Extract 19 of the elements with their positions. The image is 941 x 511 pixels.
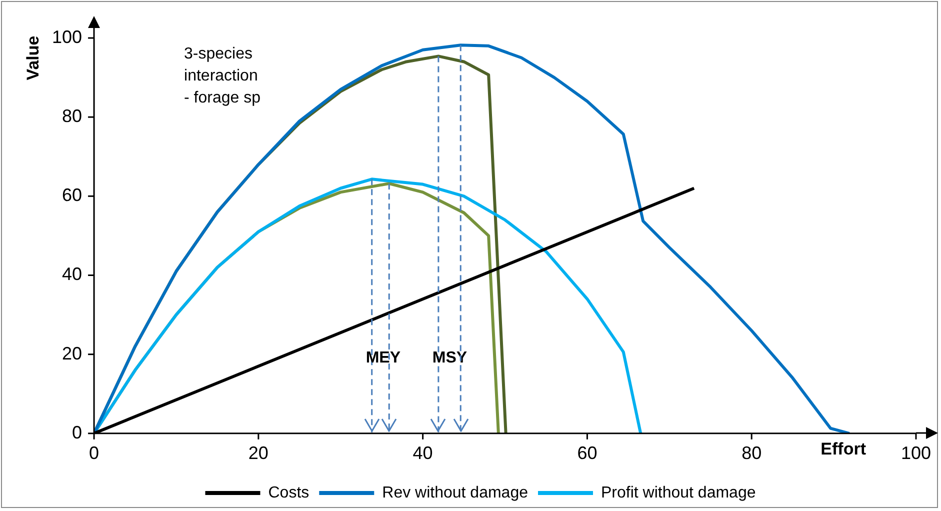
x-tick-label: 40 xyxy=(412,443,433,464)
annotation: 3-species interaction - forage sp xyxy=(184,45,261,106)
y-tick-label: 0 xyxy=(72,422,82,442)
y-tick-label: 60 xyxy=(62,185,82,206)
x-tick-label: 100 xyxy=(900,443,932,464)
legend-label: Rev without damage xyxy=(382,484,528,502)
y-tick-label: 20 xyxy=(62,343,82,364)
x-axis-title: Effort xyxy=(820,440,866,459)
y-tick-label: 80 xyxy=(62,106,82,126)
legend-label: Profit without damage xyxy=(601,484,756,502)
legend-label: Costs xyxy=(268,484,310,502)
y-tick-label: 40 xyxy=(62,264,82,284)
x-tick-label: 0 xyxy=(89,443,100,464)
ref-line-label: MSY xyxy=(432,350,468,367)
x-tick-label: 20 xyxy=(248,443,268,464)
x-tick-label: 60 xyxy=(577,443,598,464)
x-tick-label: 80 xyxy=(742,443,762,464)
y-tick-label: 100 xyxy=(52,26,82,47)
y-axis-title: Value xyxy=(24,36,43,80)
